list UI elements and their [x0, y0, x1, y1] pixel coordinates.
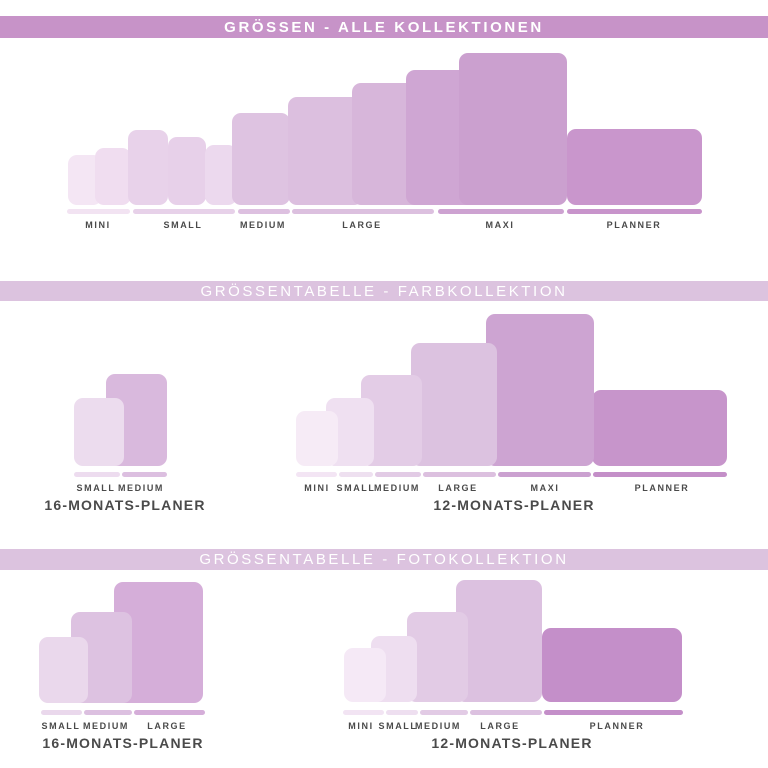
size-label-small: SMALL — [163, 220, 203, 230]
size-underline-medium — [84, 710, 132, 715]
size-card-mini — [95, 148, 131, 205]
size-underline-medium — [420, 710, 468, 715]
size-underline-small — [133, 209, 235, 214]
size-card-small — [205, 145, 237, 205]
size-card-small — [128, 130, 168, 205]
size-label-planner: PLANNER — [589, 721, 645, 731]
size-label-maxi: MAXI — [530, 483, 560, 493]
size-underline-small — [386, 710, 418, 715]
size-label-mini: MINI — [348, 721, 374, 731]
size-underline-large — [423, 472, 496, 477]
size-card-large — [456, 580, 542, 702]
size-card-planner — [542, 628, 682, 702]
size-card-small — [74, 398, 124, 466]
size-underline-small — [74, 472, 120, 477]
header-groessen-alle-kollektionen: GRÖSSEN - ALLE KOLLEKTIONEN — [0, 16, 768, 38]
size-label-medium: MEDIUM — [373, 483, 421, 493]
size-card-maxi — [486, 314, 594, 466]
size-underline-small — [339, 472, 373, 477]
size-underline-planner — [567, 209, 702, 214]
size-underline-large — [470, 710, 542, 715]
size-underline-mini — [296, 472, 337, 477]
size-label-large: LARGE — [147, 721, 187, 731]
size-underline-medium — [238, 209, 290, 214]
size-underline-medium — [122, 472, 167, 477]
size-underline-maxi — [438, 209, 564, 214]
size-card-maxi — [459, 53, 567, 205]
size-card-mini — [296, 411, 338, 466]
size-card-large — [288, 97, 363, 205]
size-underline-planner — [593, 472, 727, 477]
size-underline-medium — [375, 472, 421, 477]
size-card-planner — [592, 390, 727, 466]
size-label-medium: MEDIUM — [117, 483, 165, 493]
size-card-large — [411, 343, 497, 466]
size-underline-mini — [67, 209, 130, 214]
size-label-large: LARGE — [438, 483, 478, 493]
size-label-small: SMALL — [76, 483, 116, 493]
header-groessentabelle-farbkollektion: GRÖSSENTABELLE - FARBKOLLEKTION — [0, 281, 768, 301]
size-label-planner: PLANNER — [606, 220, 662, 230]
group-label: 12-MONATS-PLANER — [431, 735, 593, 751]
size-label-maxi: MAXI — [485, 220, 515, 230]
size-card-medium — [232, 113, 290, 205]
size-label-medium: MEDIUM — [414, 721, 462, 731]
size-underline-large — [134, 710, 205, 715]
size-card-small — [168, 137, 206, 205]
group-label: 12-MONATS-PLANER — [433, 497, 595, 513]
size-underline-mini — [343, 710, 384, 715]
size-label-mini: MINI — [85, 220, 111, 230]
size-underline-maxi — [498, 472, 591, 477]
size-card-medium — [407, 612, 468, 702]
header-groessentabelle-fotokollektion: GRÖSSENTABELLE - FOTOKOLLEKTION — [0, 549, 768, 570]
size-label-small: SMALL — [41, 721, 81, 731]
size-label-large: LARGE — [480, 721, 520, 731]
group-label: 16-MONATS-PLANER — [44, 497, 206, 513]
size-label-medium: MEDIUM — [239, 220, 287, 230]
size-underline-large — [292, 209, 434, 214]
group-label: 16-MONATS-PLANER — [42, 735, 204, 751]
size-label-medium: MEDIUM — [82, 721, 130, 731]
size-underline-small — [41, 710, 82, 715]
size-label-planner: PLANNER — [634, 483, 690, 493]
size-card-planner — [567, 129, 702, 205]
size-underline-planner — [544, 710, 683, 715]
size-label-mini: MINI — [304, 483, 330, 493]
size-card-mini — [344, 648, 386, 702]
size-label-small: SMALL — [378, 721, 418, 731]
size-card-small — [39, 637, 88, 703]
size-label-large: LARGE — [342, 220, 382, 230]
size-label-small: SMALL — [336, 483, 376, 493]
